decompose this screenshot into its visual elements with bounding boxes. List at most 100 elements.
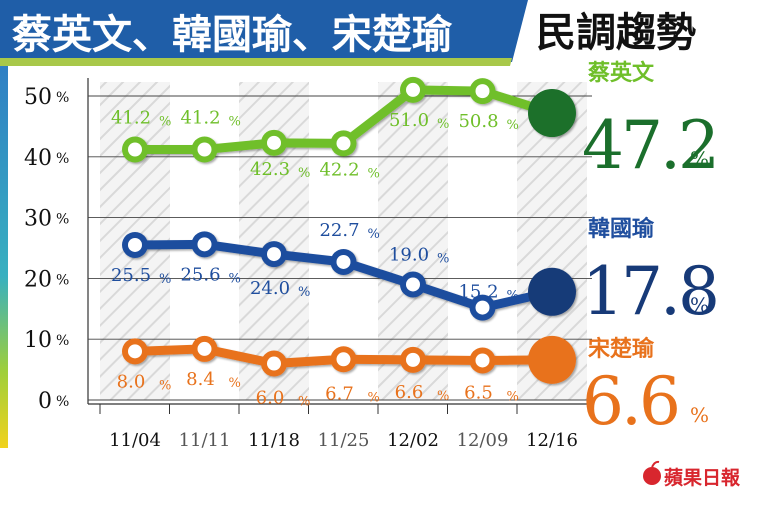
data-point-center — [406, 277, 420, 292]
data-label-unit: % — [507, 289, 519, 304]
data-label-unit: % — [437, 117, 449, 132]
data-label: 25.6 — [180, 264, 220, 285]
series-group — [122, 231, 576, 321]
header-background — [0, 0, 528, 62]
data-point-center — [336, 254, 351, 269]
data-label: 6.6 — [395, 382, 424, 403]
y-tick-label: 10 — [24, 328, 52, 353]
final-value-unit: % — [690, 147, 709, 171]
data-label-unit: % — [298, 395, 310, 410]
header-accent-stripe — [0, 58, 512, 66]
data-point-center — [336, 352, 351, 367]
data-point-center — [267, 135, 281, 150]
data-point-center — [128, 142, 142, 157]
data-point-center — [406, 82, 420, 97]
series-group — [122, 335, 576, 384]
data-label: 41.2 — [111, 108, 151, 129]
brand-logo-text: 蘋果日報 — [664, 466, 741, 489]
data-point-center — [336, 136, 351, 151]
data-label: 22.7 — [319, 220, 359, 241]
data-point-center — [475, 300, 490, 315]
final-value-label: 47.2 — [582, 107, 717, 184]
series-group — [122, 76, 576, 163]
data-label-unit: % — [159, 272, 171, 287]
data-label: 8.4 — [186, 369, 215, 390]
page-title: 蔡英文、韓國瑜、宋楚瑜 — [12, 12, 453, 58]
y-tick-unit: % — [56, 90, 69, 106]
data-point-center — [128, 344, 142, 359]
data-label-unit: % — [229, 115, 241, 130]
y-tick-unit: % — [56, 333, 69, 349]
data-point-center — [197, 341, 212, 356]
data-label-unit: % — [159, 378, 171, 393]
data-label-unit: % — [298, 285, 310, 300]
data-point-center — [267, 356, 281, 371]
data-point-center — [197, 142, 212, 157]
final-value-label: 17.8 — [582, 253, 717, 330]
y-tick-unit: % — [56, 272, 69, 288]
data-label-unit: % — [229, 271, 241, 286]
x-tick-label: 11/25 — [318, 430, 370, 451]
y-tick-label: 40 — [24, 146, 52, 171]
data-point-center — [267, 247, 281, 262]
data-label: 8.0 — [117, 371, 146, 392]
apple-stem-icon — [651, 460, 660, 468]
data-label-unit: % — [368, 166, 380, 181]
y-tick-unit: % — [56, 151, 69, 167]
x-tick-label: 11/18 — [248, 430, 300, 451]
data-label: 15.2 — [458, 282, 498, 303]
side-gradient-strip — [0, 66, 8, 448]
data-point-center — [128, 237, 142, 252]
y-tick-label: 0 — [38, 389, 52, 414]
data-label-unit: % — [437, 251, 449, 266]
data-label: 50.8 — [458, 111, 498, 132]
data-label: 51.0 — [389, 110, 429, 131]
data-label: 41.2 — [180, 108, 220, 129]
plot-area: 0 %10 %20 %30 %40 %50 %11/04 11/11 11/18 11/25 12/… — [24, 60, 720, 451]
header-banner: 蔡英文、韓國瑜、宋楚瑜 民調趨勢 — [0, 0, 696, 66]
x-tick-label: 11/11 — [179, 430, 231, 451]
apple-icon — [643, 467, 661, 485]
final-value-unit: % — [690, 403, 709, 427]
final-value-label: 6.6 — [582, 363, 678, 440]
x-tick-label: 12/16 — [526, 430, 578, 451]
data-label-unit: % — [159, 115, 171, 130]
data-label-unit: % — [368, 390, 380, 405]
final-value-unit: % — [690, 293, 709, 317]
data-point-center — [406, 352, 420, 367]
y-tick-unit: % — [56, 212, 69, 228]
data-label-unit: % — [507, 389, 519, 404]
x-tick-label: 11/04 — [109, 430, 161, 451]
data-label-unit: % — [368, 227, 380, 242]
data-label-unit: % — [229, 376, 241, 391]
series-name-label: 韓國瑜 — [588, 216, 655, 242]
data-label: 25.5 — [111, 265, 151, 286]
data-point-center — [197, 237, 212, 252]
final-point-marker — [528, 267, 576, 316]
data-label-unit: % — [298, 166, 310, 181]
data-label-unit: % — [507, 118, 519, 133]
data-point-center — [475, 84, 490, 99]
series-name-label: 宋楚瑜 — [588, 336, 655, 362]
final-point-marker — [528, 335, 576, 384]
data-label: 6.7 — [325, 383, 354, 404]
final-point-marker — [528, 89, 576, 138]
x-tick-label: 12/02 — [387, 430, 439, 451]
series-name-label: 蔡英文 — [587, 60, 655, 86]
data-label: 6.0 — [256, 388, 285, 409]
y-tick-label: 50 — [24, 85, 52, 110]
data-label-unit: % — [437, 389, 449, 404]
data-label: 42.2 — [319, 159, 359, 180]
data-label: 19.0 — [389, 244, 429, 265]
apple-daily-logo: 蘋果日報 — [643, 460, 741, 489]
data-point-center — [475, 353, 490, 368]
data-label: 24.0 — [250, 278, 290, 299]
y-tick-label: 30 — [24, 207, 52, 232]
x-tick-label: 12/09 — [457, 430, 509, 451]
y-tick-label: 20 — [24, 267, 52, 292]
y-tick-unit: % — [56, 394, 69, 410]
data-label: 42.3 — [250, 159, 290, 180]
page-subtitle: 民調趨勢 — [536, 10, 696, 56]
